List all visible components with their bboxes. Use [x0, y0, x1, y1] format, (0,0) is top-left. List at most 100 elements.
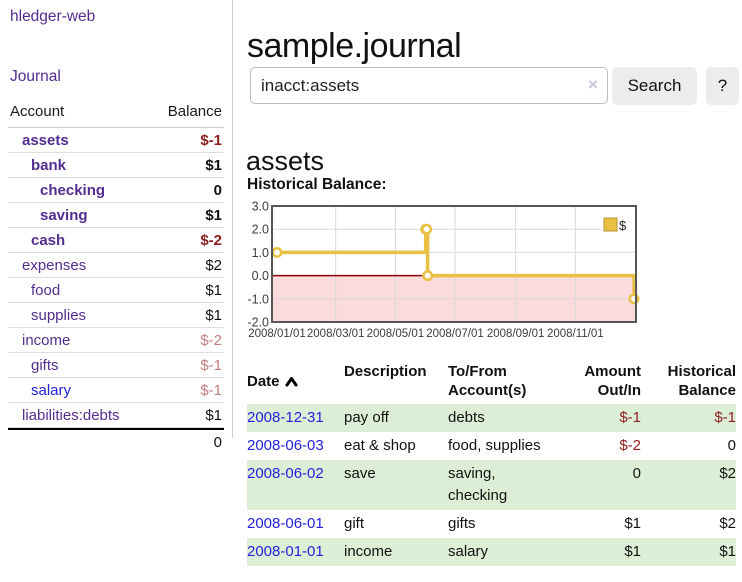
- transaction-row: 2008-12-31 pay off debts $-1 $-1: [247, 404, 736, 432]
- account-link[interactable]: income: [22, 331, 71, 349]
- account-row: food $1: [8, 278, 224, 303]
- chart-label: Historical Balance:: [247, 176, 387, 193]
- transaction-amount: $-2: [619, 437, 641, 454]
- date-column-label: Date: [247, 372, 280, 390]
- help-button[interactable]: ?: [706, 67, 739, 105]
- amount-column-header: Amount Out/In: [584, 363, 641, 399]
- account-balance: $2: [205, 256, 222, 274]
- account-row: salary $-1: [8, 378, 224, 403]
- account-link[interactable]: salary: [31, 381, 72, 399]
- account-row: assets $-1: [8, 128, 224, 153]
- register-table-body: 2008-12-31 pay off debts $-1 $-1 2008-06-03 ea…: [247, 404, 736, 566]
- transaction-date-link[interactable]: 2008-06-03: [247, 437, 324, 454]
- accounts-column-header: To/From Account(s): [448, 363, 527, 399]
- page-title: sample.journal: [247, 26, 462, 65]
- transaction-balance: $-1: [714, 409, 736, 426]
- account-link[interactable]: bank: [31, 156, 67, 174]
- account-row: gifts $-1: [8, 353, 224, 378]
- svg-text:2008/09/01: 2008/09/01: [487, 328, 545, 340]
- accounts-table-body: assets $-1 bank $1 checking 0 saving $1 cash $-2 e…: [8, 128, 224, 428]
- transaction-row: 2008-06-01 gift gifts $1 $2: [247, 510, 736, 538]
- date-column-header[interactable]: Date: [247, 362, 344, 400]
- accounts-table: Account Balance assets $-1 bank $1 checking 0…: [8, 100, 224, 455]
- svg-text:2008/03/01: 2008/03/01: [307, 328, 365, 340]
- transaction-row: 2008-06-03 eat & shop food, supplies $-2 0: [247, 432, 736, 460]
- svg-text:1.0: 1.0: [252, 246, 269, 260]
- transaction-balance: $2: [719, 515, 736, 532]
- clear-search-icon[interactable]: ×: [588, 75, 598, 94]
- account-balance: $1: [205, 406, 222, 424]
- svg-text:2008/07/01: 2008/07/01: [426, 328, 484, 340]
- account-balance: $1: [205, 156, 222, 174]
- account-row: checking 0: [8, 178, 224, 203]
- transaction-date-link[interactable]: 2008-01-01: [247, 543, 324, 560]
- account-link[interactable]: food: [31, 281, 61, 299]
- svg-text:2.0: 2.0: [252, 223, 269, 237]
- register-table-header: Date Description To/From Account(s) Amou…: [247, 362, 736, 404]
- account-row: supplies $1: [8, 303, 224, 328]
- account-link[interactable]: expenses: [22, 256, 87, 274]
- account-row: liabilities:debts $1: [8, 403, 224, 428]
- sort-ascending-icon: [285, 376, 298, 386]
- account-link[interactable]: supplies: [31, 306, 87, 324]
- svg-text:$: $: [619, 218, 627, 233]
- account-link[interactable]: checking: [40, 181, 106, 199]
- sidebar: hledger-web Journal Account Balance asse…: [0, 0, 233, 451]
- transaction-balance: $1: [719, 543, 736, 560]
- transaction-date-link[interactable]: 2008-12-31: [247, 409, 324, 426]
- transaction-description: eat & shop: [344, 437, 416, 454]
- transaction-amount: $1: [624, 515, 641, 532]
- transaction-accounts: debts: [448, 409, 485, 426]
- account-balance: $-2: [200, 331, 222, 349]
- account-link[interactable]: liabilities:debts: [22, 406, 120, 424]
- account-balance: $1: [205, 306, 222, 324]
- description-column-header: Description: [344, 363, 427, 380]
- search-button[interactable]: Search: [612, 67, 697, 105]
- transaction-date-link[interactable]: 2008-06-01: [247, 515, 324, 532]
- transaction-date-link[interactable]: 2008-06-02: [247, 465, 324, 482]
- search-input[interactable]: [250, 67, 608, 104]
- svg-text:3.0: 3.0: [252, 200, 269, 214]
- sidebar-item-journal[interactable]: Journal: [10, 68, 61, 85]
- accounts-total-value: 0: [213, 434, 222, 451]
- transaction-row: 2008-06-02 save saving, checking 0 $2: [247, 460, 736, 510]
- account-link[interactable]: gifts: [31, 356, 59, 374]
- account-row: income $-2: [8, 328, 224, 353]
- brand-link[interactable]: hledger-web: [10, 8, 96, 25]
- transaction-accounts: saving, checking: [448, 465, 508, 504]
- account-row: saving $1: [8, 203, 224, 228]
- account-column-header: Account: [10, 103, 65, 120]
- accounts-table-header: Account Balance: [8, 100, 224, 128]
- account-row: cash $-2: [8, 228, 224, 253]
- account-balance: $-1: [200, 381, 222, 399]
- transaction-accounts: food, supplies: [448, 437, 541, 454]
- account-row: expenses $2: [8, 253, 224, 278]
- historical-balance-chart: $3.0 2.0 1.0 0.0 -1.0 -2.0 2008/01/01 2008/03/0…: [240, 200, 650, 348]
- transaction-accounts: gifts: [448, 515, 476, 532]
- svg-text:2008/05/01: 2008/05/01: [367, 328, 425, 340]
- transaction-row: 2008-01-01 income salary $1 $1: [247, 538, 736, 566]
- svg-text:-2.0: -2.0: [247, 316, 269, 330]
- account-link[interactable]: assets: [22, 131, 69, 149]
- account-balance: 0: [213, 181, 222, 199]
- transaction-description: pay off: [344, 409, 389, 426]
- transaction-amount: 0: [632, 465, 641, 482]
- account-balance: $-2: [200, 231, 222, 249]
- transaction-amount: $-1: [619, 409, 641, 426]
- transaction-description: gift: [344, 515, 365, 532]
- account-balance: $-1: [200, 356, 222, 374]
- transaction-accounts: salary: [448, 543, 489, 560]
- balance-column-header: Balance: [167, 103, 222, 120]
- account-link[interactable]: cash: [31, 231, 66, 249]
- account-link[interactable]: saving: [40, 206, 88, 224]
- account-balance: $1: [205, 206, 222, 224]
- accounts-total-row: 0: [8, 428, 224, 455]
- transaction-balance: 0: [727, 437, 736, 454]
- svg-text:2008/11/01: 2008/11/01: [547, 328, 604, 340]
- account-balance: $1: [205, 281, 222, 299]
- transaction-description: save: [344, 465, 376, 482]
- svg-text:2008/01/01: 2008/01/01: [248, 328, 306, 340]
- register-table: Date Description To/From Account(s) Amou…: [247, 362, 736, 566]
- svg-text:0.0: 0.0: [252, 269, 269, 283]
- transaction-amount: $1: [624, 543, 641, 560]
